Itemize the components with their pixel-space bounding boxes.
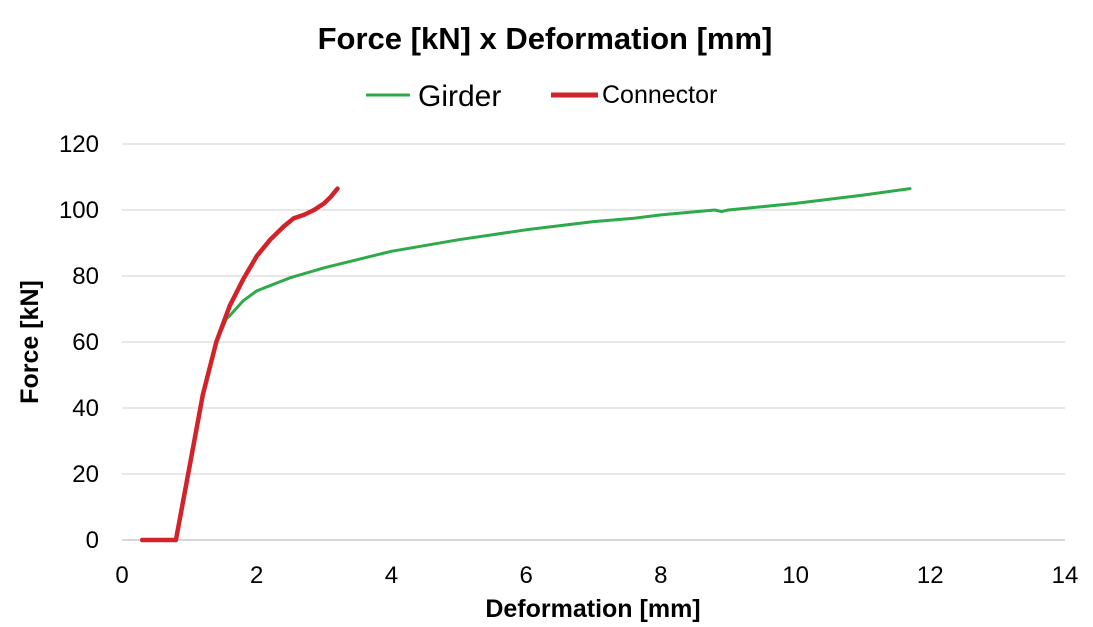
x-tick-label: 6: [519, 562, 532, 589]
x-tick-label: 8: [654, 562, 667, 589]
y-tick-label: 20: [72, 461, 99, 488]
chart-title: Force [kN] x Deformation [mm]: [318, 21, 773, 56]
y-tick-label: 40: [72, 395, 99, 422]
y-tick-label: 100: [59, 197, 99, 224]
legend-label-connector: Connector: [602, 81, 717, 109]
series-line-girder: [140, 187, 912, 542]
x-tick-label: 2: [250, 562, 263, 589]
x-axis-title: Deformation [mm]: [485, 595, 700, 623]
x-tick-label: 14: [1052, 562, 1079, 589]
y-tick-label: 80: [72, 263, 99, 290]
y-axis-ticks: 0 20 40 60 80 100 120: [59, 131, 99, 554]
legend: Girder Connector: [366, 80, 717, 113]
x-tick-label: 10: [782, 562, 809, 589]
y-tick-label: 60: [72, 329, 99, 356]
legend-label-girder: Girder: [418, 80, 501, 113]
y-tick-label: 120: [59, 131, 99, 158]
series-line-connector: [139, 186, 340, 543]
y-tick-label: 0: [86, 527, 99, 554]
y-axis-title: Force [kN]: [16, 280, 44, 404]
x-tick-label: 12: [917, 562, 944, 589]
series-layer: [139, 186, 912, 543]
x-tick-label: 4: [385, 562, 398, 589]
x-tick-label: 0: [115, 562, 128, 589]
gridlines: [122, 143, 1065, 541]
x-axis-ticks: 0 2 4 6 8 10 12 14: [115, 562, 1078, 589]
